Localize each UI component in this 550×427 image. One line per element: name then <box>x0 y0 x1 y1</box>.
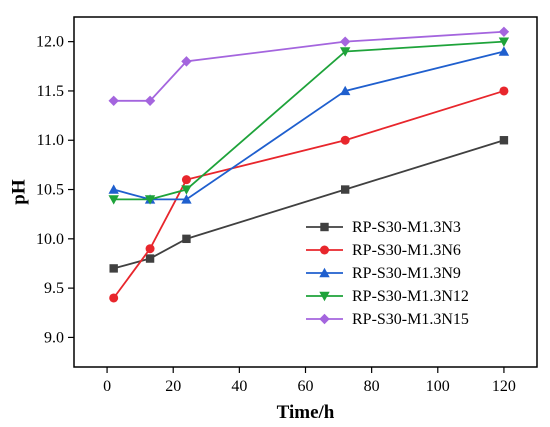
legend-item-2: RP-S30-M1.3N6 <box>306 242 461 259</box>
legend-marker-5 <box>319 313 330 325</box>
axes: 0 20 40 60 80 100 120 9.0 9.5 10.0 10.5 11.0 11.5 12.… <box>36 34 516 395</box>
series-5-point-0 <box>108 95 119 107</box>
series-3-point-3 <box>339 85 351 96</box>
legend-item-3: RP-S30-M1.3N9 <box>306 265 461 282</box>
series-1-point-2 <box>182 234 191 244</box>
y-tick-label-2: 10.0 <box>36 231 64 248</box>
y-tick-label-4: 11.0 <box>37 132 64 149</box>
legend-label-2: RP-S30-M1.3N6 <box>352 242 461 259</box>
series-5-point-2 <box>181 56 192 67</box>
series-4-point-4 <box>498 37 510 47</box>
series-3 <box>108 46 510 204</box>
series-5 <box>108 26 510 107</box>
x-tick-label-2: 40 <box>231 378 247 395</box>
series-1-point-0 <box>109 264 118 273</box>
x-tick-label-4: 80 <box>364 378 380 395</box>
series-3-point-2 <box>181 194 192 204</box>
legend-item-4: RP-S30-M1.3N12 <box>306 288 469 305</box>
series-5-point-1 <box>144 95 156 107</box>
x-tick-label-3: 60 <box>298 378 314 395</box>
legend-marker-2 <box>320 245 329 255</box>
x-tick-label-0: 0 <box>103 378 111 395</box>
legend-label-1: RP-S30-M1.3N3 <box>352 219 461 236</box>
legend-marker-3 <box>319 267 330 278</box>
series-3-line <box>113 50 505 201</box>
legend-marker-4 <box>319 291 330 302</box>
legend-marker-1 <box>320 222 329 232</box>
series-4-point-3 <box>339 47 351 57</box>
y-axis-title: pH <box>8 179 29 205</box>
series-4-point-1 <box>144 195 156 205</box>
series-4-point-2 <box>181 185 192 195</box>
series-3-point-0 <box>108 184 119 194</box>
x-tick-label-1: 20 <box>165 378 181 395</box>
series-1-point-1 <box>145 254 155 263</box>
series-1-point-3 <box>340 185 350 194</box>
x-tick-label-6: 120 <box>492 378 516 395</box>
x-tick-label-5: 100 <box>426 378 450 395</box>
legend-item-1: RP-S30-M1.3N3 <box>306 219 461 236</box>
legend-item-5: RP-S30-M1.3N15 <box>306 311 469 328</box>
series-4-point-0 <box>108 195 119 205</box>
series-5-point-4 <box>498 26 510 37</box>
series-3-point-4 <box>498 46 510 56</box>
y-tick-label-5: 11.5 <box>37 83 64 100</box>
y-tick-label-6: 12.0 <box>36 34 64 51</box>
y-tick-label-1: 9.5 <box>44 280 64 297</box>
legend: RP-S30-M1.3N3 RP-S30-M1.3N6 RP-S30-M1.3N9 R… <box>306 219 469 328</box>
legend-label-3: RP-S30-M1.3N9 <box>352 265 461 282</box>
series-2-point-1 <box>145 244 155 254</box>
legend-label-5: RP-S30-M1.3N15 <box>352 311 469 328</box>
series-2-point-3 <box>340 135 350 145</box>
series-4 <box>108 37 510 205</box>
plot-marks <box>108 26 510 303</box>
series-1-point-4 <box>499 136 509 145</box>
series-2 <box>109 86 509 303</box>
series-1 <box>109 136 509 273</box>
series-2-point-0 <box>109 293 119 303</box>
legend-label-4: RP-S30-M1.3N12 <box>352 288 469 305</box>
series-2-point-4 <box>499 86 509 96</box>
x-axis-title: Time/h <box>277 402 335 423</box>
series-2-point-2 <box>181 175 191 185</box>
y-tick-label-3: 10.5 <box>36 182 64 199</box>
y-tick-label-0: 9.0 <box>44 329 64 346</box>
series-5-point-3 <box>339 36 351 47</box>
